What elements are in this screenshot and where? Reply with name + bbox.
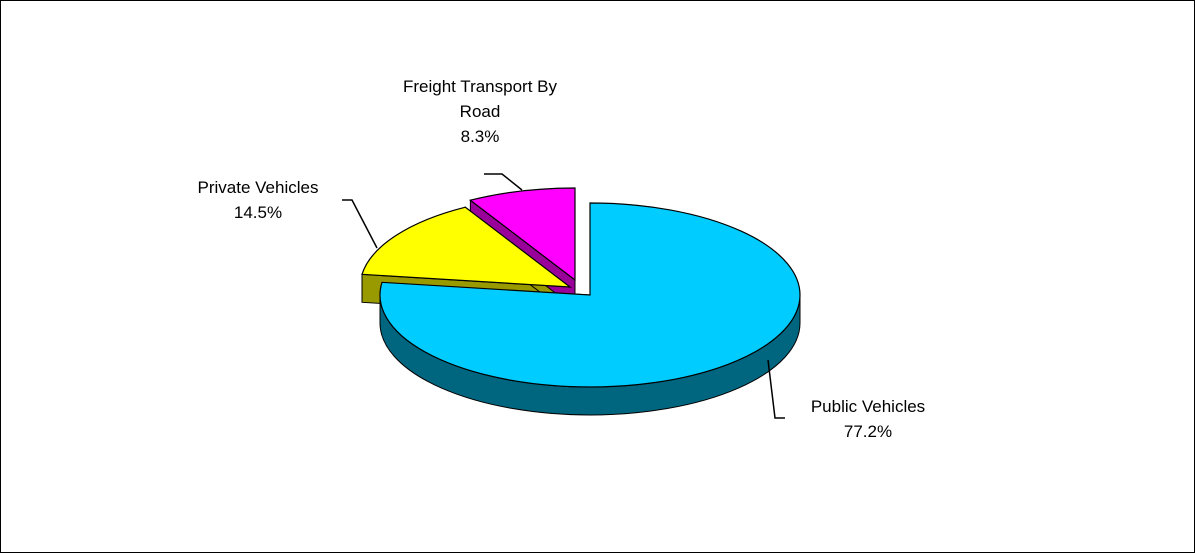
- slice-public-vehicles: [379, 202, 801, 388]
- data-label-freight-transport-by-road: Freight Transport By Road 8.3%: [403, 77, 558, 146]
- data-labels: Public Vehicles 77.2% Private Vehicles 14.5…: [198, 77, 926, 441]
- leader-line-freight-transport-by-road: [484, 173, 523, 191]
- leader-lines: [342, 173, 785, 419]
- leader-line-public-vehicles: [767, 359, 785, 419]
- leader-line-private-vehicles: [342, 199, 378, 249]
- slice-freight-transport-by-road: [469, 187, 576, 282]
- data-label-private-vehicles: Private Vehicles 14.5%: [198, 178, 319, 222]
- slice-tops: [361, 187, 801, 388]
- data-label-public-vehicles: Public Vehicles 77.2%: [811, 397, 925, 441]
- slice-private-vehicles: [361, 206, 572, 288]
